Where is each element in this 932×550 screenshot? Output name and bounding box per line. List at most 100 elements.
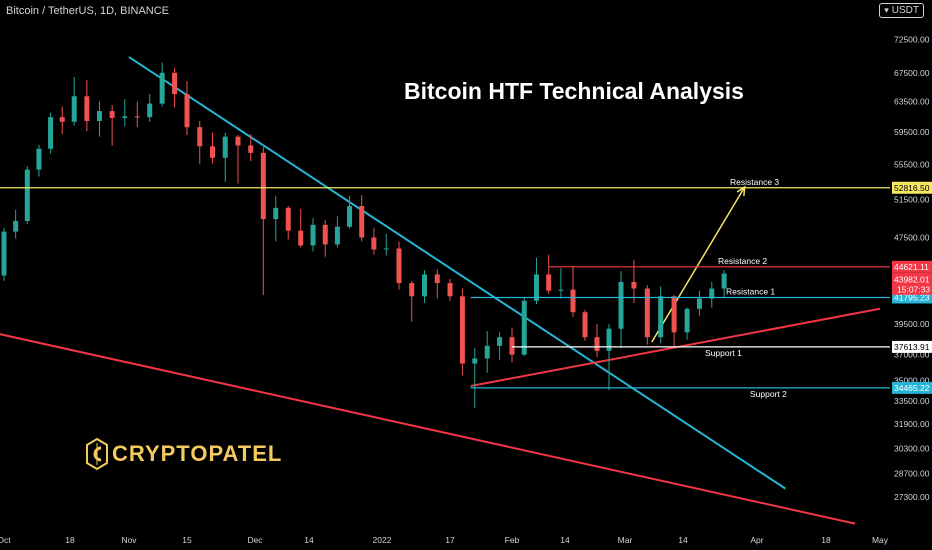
candle-11 bbox=[134, 116, 140, 118]
price-tick-4: 33500.00 bbox=[894, 396, 930, 406]
candle-4 bbox=[48, 117, 54, 149]
brand-mark-icon bbox=[86, 437, 108, 471]
symbol-header: Bitcoin / TetherUS, 1D, BINANCE bbox=[6, 5, 170, 17]
price-tick-2: 30300.00 bbox=[894, 443, 930, 453]
price-tick-7: 39500.00 bbox=[894, 319, 930, 329]
level-name-1: Resistance 2 bbox=[718, 256, 767, 266]
candle-0 bbox=[1, 231, 7, 276]
time-tick-12: Apr bbox=[750, 535, 763, 545]
levels-layer: Resistance 3 Resistance 2 Resistance 1 Supp… bbox=[0, 177, 890, 399]
candle-2 bbox=[24, 169, 30, 222]
candle-52 bbox=[644, 288, 650, 338]
time-tick-4: Dec bbox=[247, 535, 263, 545]
level-price-label-3: 37613.91 bbox=[894, 342, 930, 352]
candle-45 bbox=[558, 289, 564, 291]
candle-30 bbox=[371, 237, 377, 250]
time-tick-11: 14 bbox=[678, 535, 688, 545]
candle-50 bbox=[618, 281, 624, 329]
level-name-0: Resistance 3 bbox=[730, 177, 779, 187]
candle-5 bbox=[59, 117, 65, 122]
current-price-label: 43982.01 bbox=[894, 274, 930, 284]
candle-38 bbox=[472, 358, 478, 364]
price-tick-12: 55500.00 bbox=[894, 160, 930, 170]
time-tick-0: Oct bbox=[0, 535, 11, 545]
countdown-label: 15:07:33 bbox=[897, 284, 930, 294]
time-tick-14: May bbox=[872, 535, 889, 545]
level-price-tag-0 bbox=[892, 181, 932, 194]
candle-20 bbox=[248, 145, 254, 153]
level-price-label-1: 44621.11 bbox=[894, 262, 929, 272]
candle-23 bbox=[285, 207, 291, 231]
time-axis: Oct 18 Nov 15 Dec 14 2022 17 Feb 14 Mar 14 Apr 18 May bbox=[0, 532, 932, 550]
projection-arrow-line bbox=[651, 186, 746, 343]
candle-56 bbox=[696, 298, 702, 309]
price-tick-3: 31900.00 bbox=[894, 419, 930, 429]
candle-39 bbox=[484, 345, 490, 359]
candle-41 bbox=[509, 337, 515, 355]
candle-13 bbox=[159, 72, 165, 104]
candle-33 bbox=[409, 283, 415, 297]
time-tick-6: 2022 bbox=[373, 535, 392, 545]
candle-27 bbox=[334, 226, 340, 245]
candle-26 bbox=[322, 224, 328, 245]
candle-57 bbox=[709, 288, 715, 299]
candle-43 bbox=[533, 274, 539, 301]
chevron-down-icon: ▾ bbox=[884, 5, 889, 15]
candle-51 bbox=[631, 281, 637, 289]
projection-arrow-head bbox=[736, 185, 746, 197]
candle-49 bbox=[606, 328, 612, 351]
price-tick-10: 47500.00 bbox=[894, 232, 930, 242]
candle-17 bbox=[210, 146, 215, 158]
candle-44 bbox=[546, 274, 552, 291]
candle-14 bbox=[172, 72, 178, 95]
candle-12 bbox=[147, 103, 153, 118]
candle-36 bbox=[447, 283, 453, 297]
time-axis-bg bbox=[0, 532, 932, 550]
candle-46 bbox=[570, 289, 576, 313]
time-tick-2: Nov bbox=[121, 535, 137, 545]
time-tick-9: 14 bbox=[560, 535, 570, 545]
candle-3 bbox=[36, 148, 42, 170]
candle-6 bbox=[71, 96, 77, 122]
candles-layer bbox=[1, 62, 727, 409]
candle-53 bbox=[658, 296, 664, 338]
level-name-3: Support 1 bbox=[705, 348, 742, 358]
currency-select[interactable]: ▾ USDT bbox=[879, 3, 924, 18]
price-tick-6: 37000.00 bbox=[894, 350, 930, 360]
price-axis: 27300.00 28700.00 30300.00 31900.00 33500.00… bbox=[892, 0, 932, 550]
candle-7 bbox=[84, 96, 90, 121]
candle-1 bbox=[13, 221, 19, 232]
time-tick-10: Mar bbox=[618, 535, 633, 545]
candle-28 bbox=[347, 206, 353, 227]
candle-42 bbox=[521, 300, 527, 355]
candle-48 bbox=[594, 337, 600, 351]
candle-22 bbox=[273, 207, 279, 220]
time-tick-8: Feb bbox=[505, 535, 520, 545]
candle-29 bbox=[359, 206, 365, 238]
level-price-tag-3 bbox=[892, 340, 932, 353]
level-price-label-2: 41795.23 bbox=[894, 292, 930, 302]
time-tick-5: 14 bbox=[304, 535, 314, 545]
candle-16 bbox=[197, 127, 203, 147]
level-price-label-0: 52816.50 bbox=[894, 183, 930, 193]
time-tick-1: 18 bbox=[65, 535, 75, 545]
candle-37 bbox=[459, 296, 465, 364]
candle-35 bbox=[434, 274, 440, 284]
level-price-tag-1 bbox=[892, 260, 932, 273]
candle-32 bbox=[396, 248, 402, 284]
brand-name: CRYPTOPATEL bbox=[112, 441, 283, 466]
level-price-tag-4 bbox=[892, 381, 932, 394]
time-tick-7: 17 bbox=[445, 535, 455, 545]
candle-47 bbox=[582, 312, 588, 338]
candle-55 bbox=[684, 308, 690, 333]
candle-10 bbox=[122, 116, 128, 118]
price-tick-15: 67500.00 bbox=[894, 68, 930, 78]
brand-logo: CRYPTOPATEL bbox=[84, 437, 282, 471]
candle-18 bbox=[222, 136, 228, 158]
price-tick-16: 72500.00 bbox=[894, 34, 930, 44]
time-tick-3: 15 bbox=[182, 535, 192, 545]
candle-19 bbox=[235, 136, 241, 146]
trendline-0 bbox=[128, 56, 786, 490]
